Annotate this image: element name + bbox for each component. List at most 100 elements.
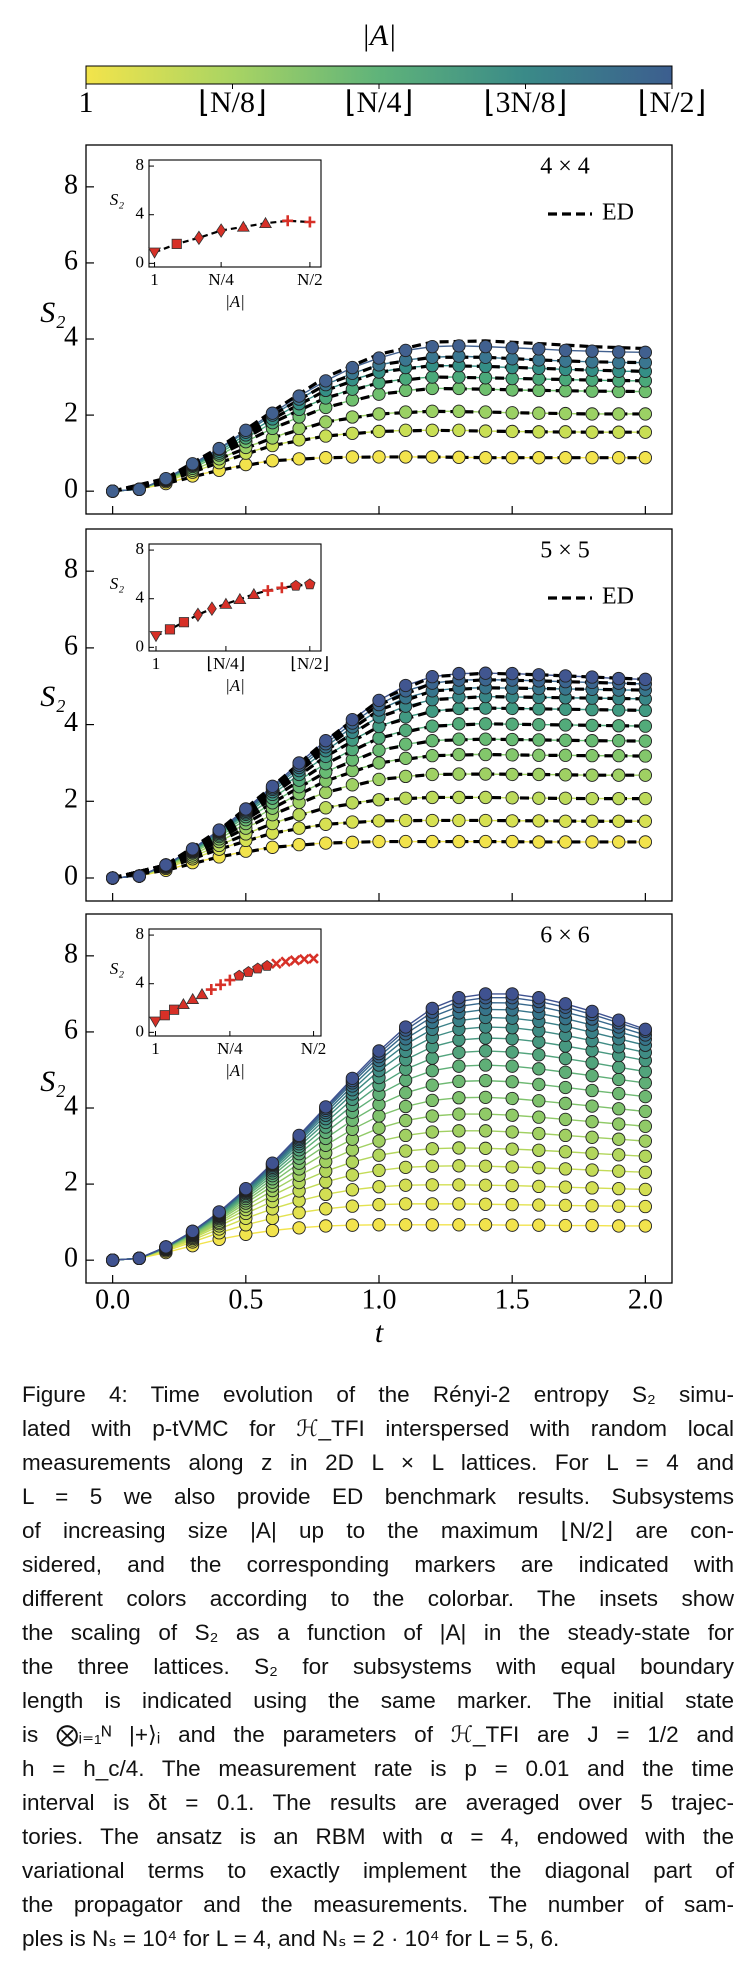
data-point xyxy=(612,734,626,748)
data-point xyxy=(292,821,306,835)
inset-marker xyxy=(282,215,294,227)
inset-frame xyxy=(148,159,322,268)
data-point xyxy=(478,371,493,385)
data-point xyxy=(558,425,573,439)
data-point xyxy=(452,790,466,805)
data-point xyxy=(452,1197,466,1211)
data-point xyxy=(239,1182,253,1196)
reference-line xyxy=(112,375,646,493)
data-point xyxy=(585,1130,599,1144)
reference-line xyxy=(112,795,646,880)
data-point xyxy=(585,1099,599,1113)
data-point xyxy=(452,1059,466,1073)
data-point xyxy=(452,834,466,849)
data-point xyxy=(452,767,466,781)
inset-marker xyxy=(233,969,245,981)
inset-y-label: S₂ xyxy=(110,190,125,209)
lattice-annotation: 4 × 4 xyxy=(540,154,590,180)
data-point xyxy=(505,1142,519,1156)
inset-marker xyxy=(259,216,272,229)
data-point xyxy=(612,1199,626,1213)
data-point xyxy=(638,1104,653,1119)
data-point xyxy=(585,768,599,782)
data-point xyxy=(638,768,653,782)
data-point xyxy=(345,1199,360,1213)
y-tick-label: 2 xyxy=(64,398,78,429)
data-point xyxy=(505,717,519,731)
data-point xyxy=(425,767,439,782)
data-point xyxy=(532,1161,546,1175)
data-point xyxy=(638,672,653,686)
data-point xyxy=(505,791,519,805)
figure: |A| 1 ⌊N/8⌋ ⌊N/4⌋ ⌊3N/8⌋ ⌊N/2⌋ 0 2 4 6 8 S₂ 4 × 4 ED 0… xyxy=(40,19,706,1349)
data-point xyxy=(478,1178,493,1192)
data-point xyxy=(558,1145,573,1159)
data-point xyxy=(612,1102,626,1116)
y-tick-label: 0 xyxy=(64,860,78,891)
data-point xyxy=(452,1091,466,1105)
data-point xyxy=(612,345,626,359)
inset-y-tick-label: 0 xyxy=(136,1021,145,1040)
data-point xyxy=(425,1051,439,1065)
data-point xyxy=(132,482,146,496)
data-point xyxy=(638,1119,653,1133)
data-point xyxy=(159,1240,173,1254)
data-point xyxy=(612,1117,626,1131)
data-point xyxy=(585,1163,599,1177)
data-point xyxy=(372,731,386,745)
data-point xyxy=(612,1013,626,1027)
data-point xyxy=(558,1112,573,1127)
inset-marker xyxy=(289,955,301,966)
lattice-annotation: 5 × 5 xyxy=(540,538,590,564)
data-point xyxy=(319,429,333,443)
data-point xyxy=(505,732,519,747)
data-point xyxy=(478,717,493,731)
x-tick-label: 0.0 xyxy=(95,1284,130,1315)
reference-line xyxy=(112,752,646,880)
data-point xyxy=(558,1065,573,1079)
data-point xyxy=(505,1197,519,1212)
data-point xyxy=(478,451,493,465)
data-point xyxy=(398,723,413,737)
data-point xyxy=(478,834,493,849)
reference-line xyxy=(112,722,646,880)
data-point xyxy=(345,778,360,792)
data-point xyxy=(612,768,626,782)
data-point xyxy=(638,345,653,359)
data-point xyxy=(505,1059,519,1073)
data-point xyxy=(265,406,280,420)
data-point xyxy=(425,734,439,748)
data-point xyxy=(612,835,626,849)
data-point xyxy=(612,814,626,828)
data-point xyxy=(638,835,653,849)
y-tick-label: 8 xyxy=(64,938,78,969)
data-point xyxy=(585,1199,599,1213)
data-point xyxy=(532,1143,546,1157)
data-point xyxy=(425,813,439,828)
data-point xyxy=(372,1148,386,1162)
inset-marker xyxy=(224,974,236,986)
data-point xyxy=(292,421,306,436)
y-tick-label: 6 xyxy=(64,1014,78,1045)
data-point xyxy=(558,343,573,358)
data-point xyxy=(585,344,599,358)
data-point xyxy=(478,1141,493,1155)
data-point xyxy=(185,842,200,856)
data-point xyxy=(398,751,413,765)
data-point xyxy=(585,384,599,398)
caption-line: variational terms to exactly implement t… xyxy=(22,1858,734,1883)
inset-y-tick-label: 4 xyxy=(136,588,145,607)
data-point xyxy=(558,406,573,421)
caption-line: interval is δt = 0.1. The results are av… xyxy=(22,1790,734,1815)
data-point xyxy=(425,669,439,684)
data-point xyxy=(398,769,413,784)
data-point xyxy=(452,747,466,762)
data-point xyxy=(105,484,120,498)
data-point xyxy=(638,407,653,421)
data-point xyxy=(398,1160,413,1175)
data-point xyxy=(505,1160,519,1174)
data-point xyxy=(105,1253,120,1267)
data-point xyxy=(532,1077,546,1092)
data-point xyxy=(558,669,573,683)
